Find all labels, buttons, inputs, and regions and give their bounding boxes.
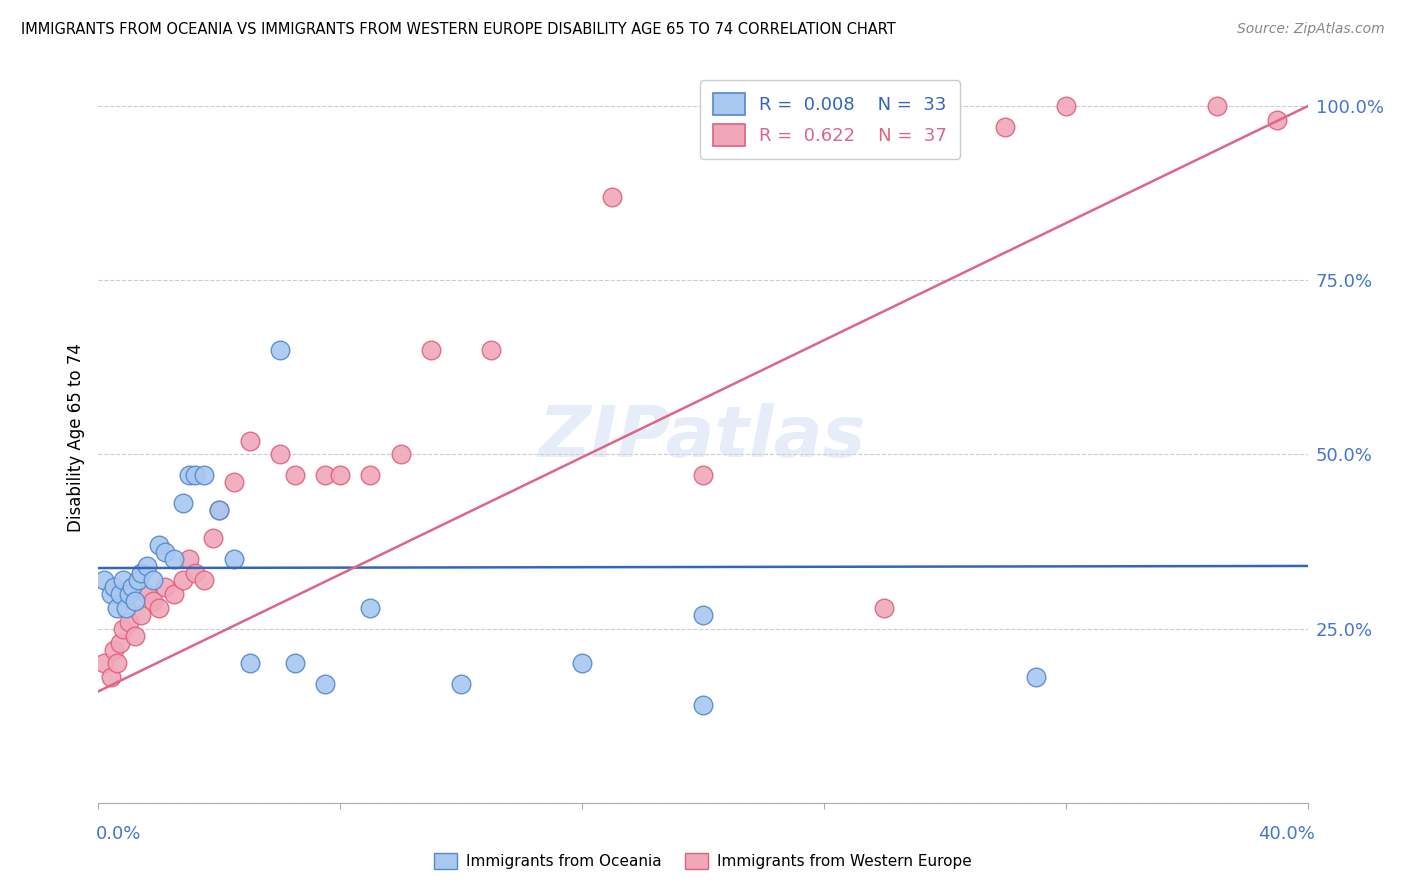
Point: [142, 573, 165, 587]
Point: [135, 558, 157, 573]
Point: [692, 468, 714, 483]
Point: [105, 657, 128, 671]
Point: [1054, 99, 1077, 113]
Point: [93, 573, 115, 587]
Point: [114, 600, 136, 615]
Point: [121, 580, 143, 594]
Point: [208, 503, 231, 517]
Point: [118, 587, 141, 601]
Point: [153, 545, 176, 559]
Point: [129, 566, 152, 580]
Point: [1267, 113, 1289, 128]
Point: [360, 468, 382, 483]
Point: [193, 468, 215, 483]
Point: [208, 503, 231, 517]
Point: [692, 698, 714, 713]
Point: [571, 657, 593, 671]
Point: [329, 468, 352, 483]
Point: [873, 600, 896, 615]
Point: [184, 468, 207, 483]
Point: [127, 573, 149, 587]
Point: [108, 635, 131, 649]
Point: [602, 190, 624, 204]
Point: [420, 343, 443, 357]
Point: [142, 594, 165, 608]
Text: Source: ZipAtlas.com: Source: ZipAtlas.com: [1237, 22, 1385, 37]
Point: [1206, 99, 1229, 113]
Point: [105, 600, 128, 615]
Point: [118, 615, 141, 629]
Point: [284, 657, 307, 671]
Point: [148, 600, 170, 615]
Point: [124, 594, 146, 608]
Point: [103, 642, 125, 657]
Point: [103, 580, 125, 594]
Text: ZIPatlas: ZIPatlas: [540, 402, 866, 472]
Point: [1024, 670, 1046, 684]
Point: [135, 587, 157, 601]
Point: [269, 448, 291, 462]
Point: [93, 657, 115, 671]
Point: [163, 587, 186, 601]
Point: [111, 573, 134, 587]
Point: [224, 552, 246, 566]
Point: [108, 587, 131, 601]
Point: [239, 434, 262, 448]
Point: [269, 343, 291, 357]
Point: [100, 587, 122, 601]
Point: [239, 657, 262, 671]
Text: 0.0%: 0.0%: [96, 825, 141, 843]
Point: [202, 531, 225, 545]
Point: [314, 468, 336, 483]
Point: [179, 468, 201, 483]
Point: [314, 677, 336, 691]
Legend: R =  0.008    N =  33, R =  0.622    N =  37: R = 0.008 N = 33, R = 0.622 N = 37: [700, 80, 960, 159]
Point: [389, 448, 412, 462]
Point: [481, 343, 503, 357]
Point: [124, 629, 146, 643]
Point: [284, 468, 307, 483]
Point: [111, 622, 134, 636]
Point: [100, 670, 122, 684]
Point: [163, 552, 186, 566]
Point: [193, 573, 215, 587]
Text: IMMIGRANTS FROM OCEANIA VS IMMIGRANTS FROM WESTERN EUROPE DISABILITY AGE 65 TO 7: IMMIGRANTS FROM OCEANIA VS IMMIGRANTS FR…: [21, 22, 896, 37]
Point: [360, 600, 382, 615]
Point: [450, 677, 472, 691]
Point: [224, 475, 246, 490]
Point: [179, 552, 201, 566]
Point: [184, 566, 207, 580]
Point: [994, 120, 1017, 134]
Point: [148, 538, 170, 552]
Point: [692, 607, 714, 622]
Text: 40.0%: 40.0%: [1258, 825, 1315, 843]
Point: [172, 573, 194, 587]
Point: [129, 607, 152, 622]
Y-axis label: Disability Age 65 to 74: Disability Age 65 to 74: [67, 343, 86, 532]
Legend: Immigrants from Oceania, Immigrants from Western Europe: Immigrants from Oceania, Immigrants from…: [429, 847, 977, 875]
Point: [153, 580, 176, 594]
Point: [172, 496, 194, 510]
